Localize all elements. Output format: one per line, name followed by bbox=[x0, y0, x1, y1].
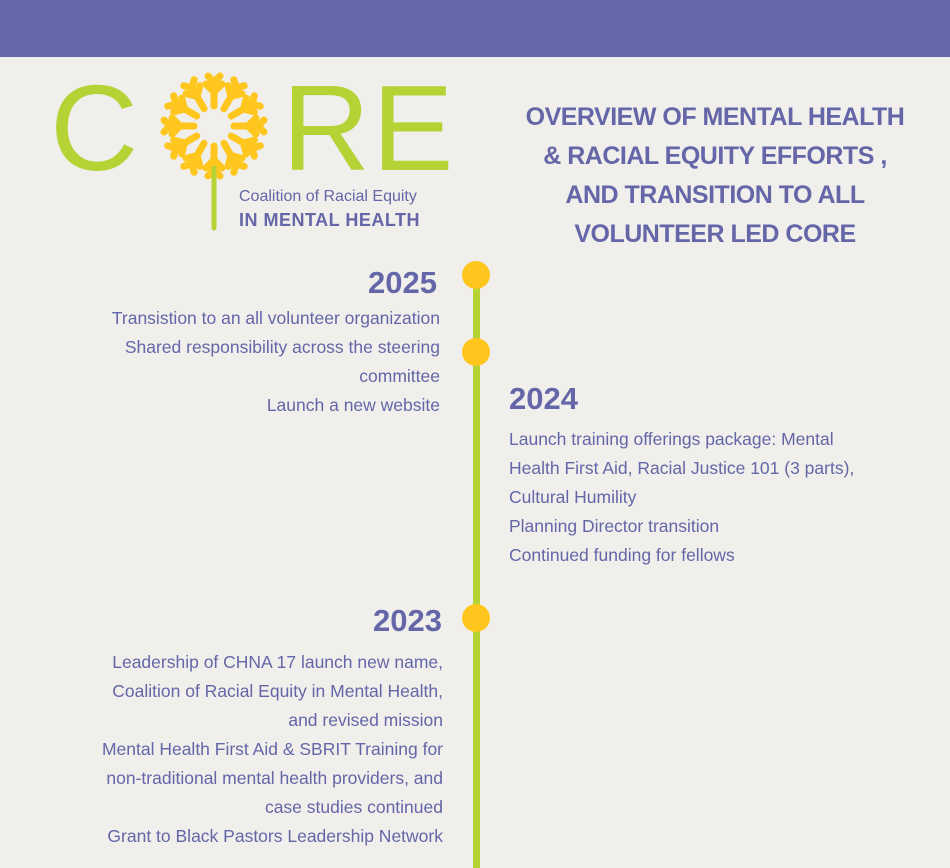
timeline-line bbox=[473, 278, 480, 868]
page-title: OVERVIEW OF MENTAL HEALTH & RACIAL EQUITY… bbox=[525, 103, 905, 248]
items-2025: Transistion to an all volunteer organiza… bbox=[111, 308, 440, 415]
logo-subtitle: Coalition of Racial Equity bbox=[239, 188, 417, 205]
items-2023: Leadership of CHNA 17 launch new name, Co… bbox=[101, 652, 443, 846]
year-2024: 2024 bbox=[509, 381, 578, 416]
timeline-dot-2025 bbox=[462, 261, 490, 289]
logo-letter-c: C bbox=[50, 60, 141, 196]
timeline-dot-2023 bbox=[462, 604, 490, 632]
core-logo: C RE Coalition of Racial Equity IN MENTA… bbox=[50, 60, 453, 238]
timeline-dot-2024 bbox=[462, 338, 490, 366]
dandelion-icon bbox=[160, 72, 268, 231]
year-2025: 2025 bbox=[368, 265, 437, 300]
items-2024: Launch training offerings package: Menta… bbox=[509, 429, 855, 565]
logo-letters-re: RE bbox=[282, 60, 456, 196]
header-bar bbox=[0, 0, 950, 57]
logo-tagline: IN MENTAL HEALTH bbox=[239, 210, 420, 230]
year-2023: 2023 bbox=[373, 603, 442, 638]
